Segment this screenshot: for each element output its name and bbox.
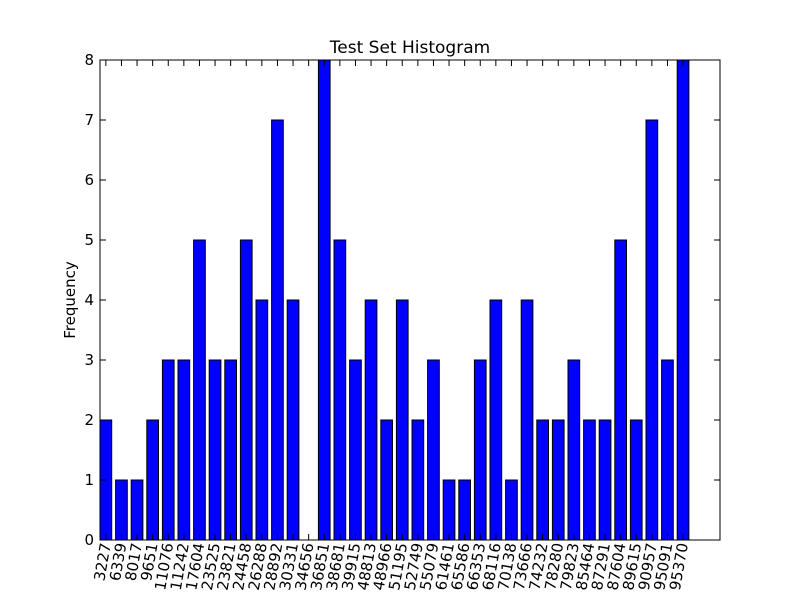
bar-30331: [286, 299, 300, 541]
bar-39915: [349, 359, 362, 541]
y-tick-label: 3: [84, 351, 94, 369]
bar-48966: [380, 419, 393, 541]
y-tick-label: 5: [84, 231, 94, 249]
bar-55079: [427, 359, 440, 541]
bar-78280: [551, 419, 565, 541]
bar-9651: [146, 419, 160, 541]
y-tick-label: 4: [84, 291, 94, 309]
bar-70138: [505, 479, 518, 541]
bar-17604: [193, 239, 206, 541]
y-tick-label: 8: [84, 51, 94, 69]
bar-87604: [614, 239, 627, 541]
bar-48813: [364, 299, 378, 541]
bar-36851: [317, 59, 331, 541]
bar-38681: [333, 239, 347, 541]
y-tick-label: 2: [84, 411, 94, 429]
bar-51195: [395, 299, 409, 541]
bar-95370: [676, 59, 690, 541]
bar-52749: [411, 419, 425, 541]
y-tick-label: 7: [84, 111, 94, 129]
bar-79823: [567, 359, 581, 541]
bar-87291: [598, 419, 612, 541]
bar-85464: [583, 419, 596, 541]
bar-6339: [115, 479, 128, 541]
y-tick-label: 0: [84, 531, 94, 549]
plot-frame: [99, 59, 721, 541]
bar-66353: [473, 359, 487, 541]
y-tick-label: 1: [84, 471, 94, 489]
bar-61461: [442, 479, 456, 541]
bar-95091: [661, 359, 674, 541]
x-ticks-group: 3227633980179651110761124217604235252382…: [90, 60, 692, 592]
bar-8017: [130, 479, 144, 541]
bar-65586: [458, 479, 471, 541]
bar-28892: [271, 119, 284, 541]
bar-73666: [520, 299, 534, 541]
bar-68116: [489, 299, 503, 541]
y-tick-label: 6: [84, 171, 94, 189]
bar-11242: [177, 359, 191, 541]
bar-23525: [208, 359, 222, 541]
bar-24458: [239, 239, 253, 541]
bar-74232: [536, 419, 549, 541]
bar-11076: [161, 359, 175, 541]
bar-89615: [629, 419, 643, 541]
bar-90957: [645, 119, 659, 541]
bar-23821: [224, 359, 238, 541]
chart-title: Test Set Histogram: [329, 38, 490, 58]
bar-26288: [255, 299, 269, 541]
y-axis-label: Frequency: [61, 261, 79, 339]
